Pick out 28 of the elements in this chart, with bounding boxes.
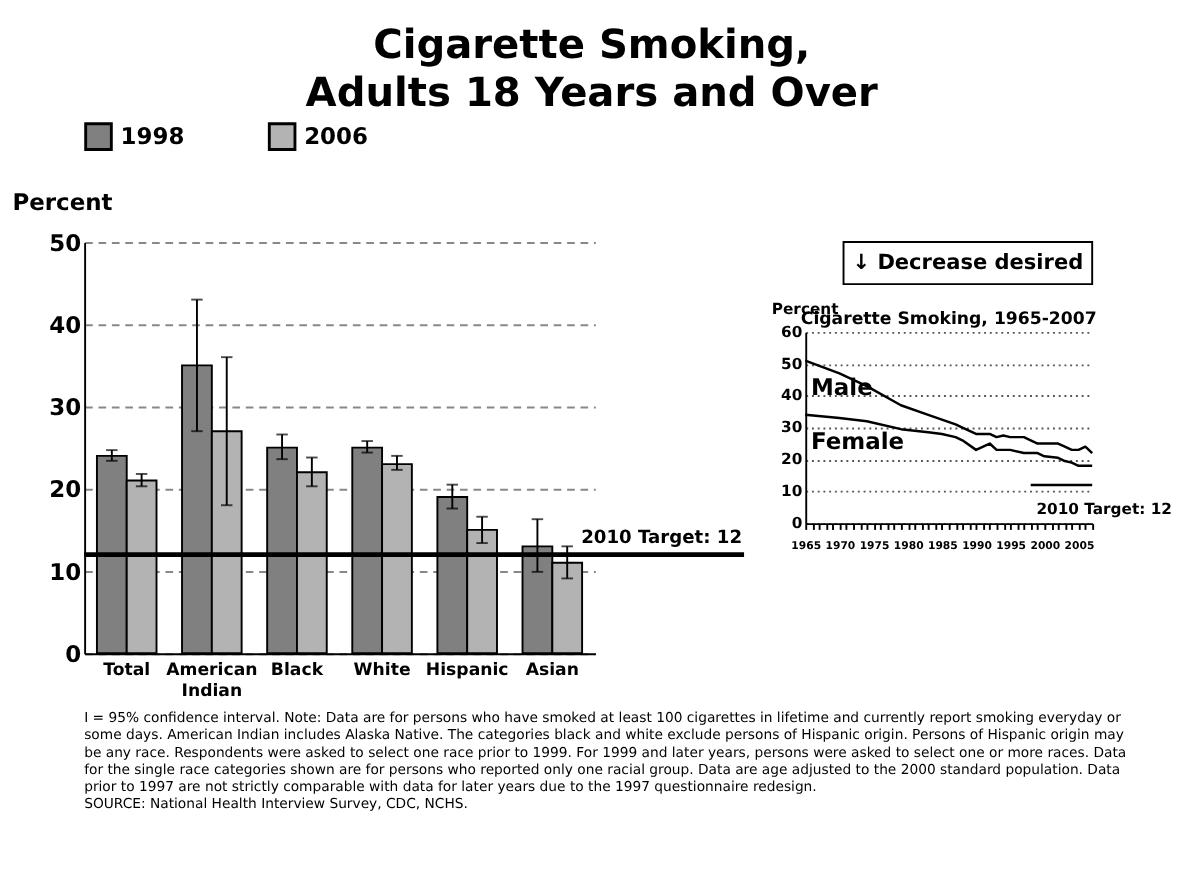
y-tick-label: 0 xyxy=(791,513,803,532)
text: ↓ Decrease desired xyxy=(852,250,1084,275)
y-tick-label: 40 xyxy=(49,310,82,339)
y-tick-label: 20 xyxy=(49,475,82,504)
y-tick-label: 20 xyxy=(781,450,803,469)
y-tick-label: 10 xyxy=(49,557,82,586)
y-tick-label: 40 xyxy=(781,386,803,405)
y-axis-title: Percent xyxy=(12,188,114,217)
series-label: Male xyxy=(811,373,874,402)
y-tick-label: 10 xyxy=(781,482,803,501)
series-label: 2010 Target: 12 xyxy=(1036,499,1172,518)
y-tick-label: 30 xyxy=(49,393,82,422)
series-label: Female xyxy=(811,427,905,456)
y-tick-label: 50 xyxy=(781,354,803,373)
y-tick-label: 60 xyxy=(781,322,803,341)
x-tick-label: White xyxy=(353,661,411,682)
legend-label: 1998 xyxy=(120,122,185,151)
legend-label: 2006 xyxy=(304,122,369,151)
x-tick-label: Asian xyxy=(525,661,579,682)
ref-line-label: 2010 Target: 12 xyxy=(581,529,743,550)
y-tick-label: 30 xyxy=(781,418,803,437)
x-tick-label: American Indian xyxy=(166,661,258,703)
x-tick-label: Total xyxy=(103,661,151,682)
y-tick-label: 50 xyxy=(49,228,82,257)
x-tick-label: Black xyxy=(270,661,324,682)
chart-title: Cigarette Smoking, Adults 18 Years and Over xyxy=(305,20,879,117)
x-tick-label: Hispanic xyxy=(425,661,509,682)
y-tick-label: 0 xyxy=(65,639,82,668)
